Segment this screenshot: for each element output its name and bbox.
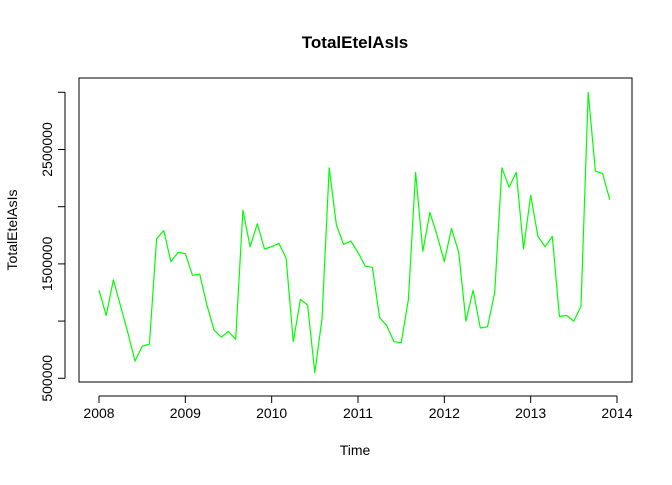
y-tick-label: 1500000 [39,236,55,291]
y-tick-label: 2500000 [39,122,55,177]
plot-frame [78,77,633,383]
series-line [98,91,611,374]
x-tick-label: 2008 [83,405,114,421]
series-layer [98,91,611,374]
x-tick-label: 2013 [515,405,546,421]
x-tick-label: 2014 [601,405,632,421]
chart-title: TotalEtelAsIs [302,33,408,52]
y-tick-label: 500000 [39,355,55,402]
x-tick-label: 2011 [343,405,373,421]
x-axis: 2008 2009 2010 2011 2012 2013 2014 [83,395,633,421]
x-axis-label: Time [340,442,371,458]
x-tick-label: 2010 [256,405,287,421]
y-axis-label: TotalEtelAsIs [4,190,20,271]
x-tick-label: 2009 [170,405,201,421]
y-axis: 500000 1500000 2500000 [39,91,66,402]
x-tick-label: 2012 [429,405,460,421]
